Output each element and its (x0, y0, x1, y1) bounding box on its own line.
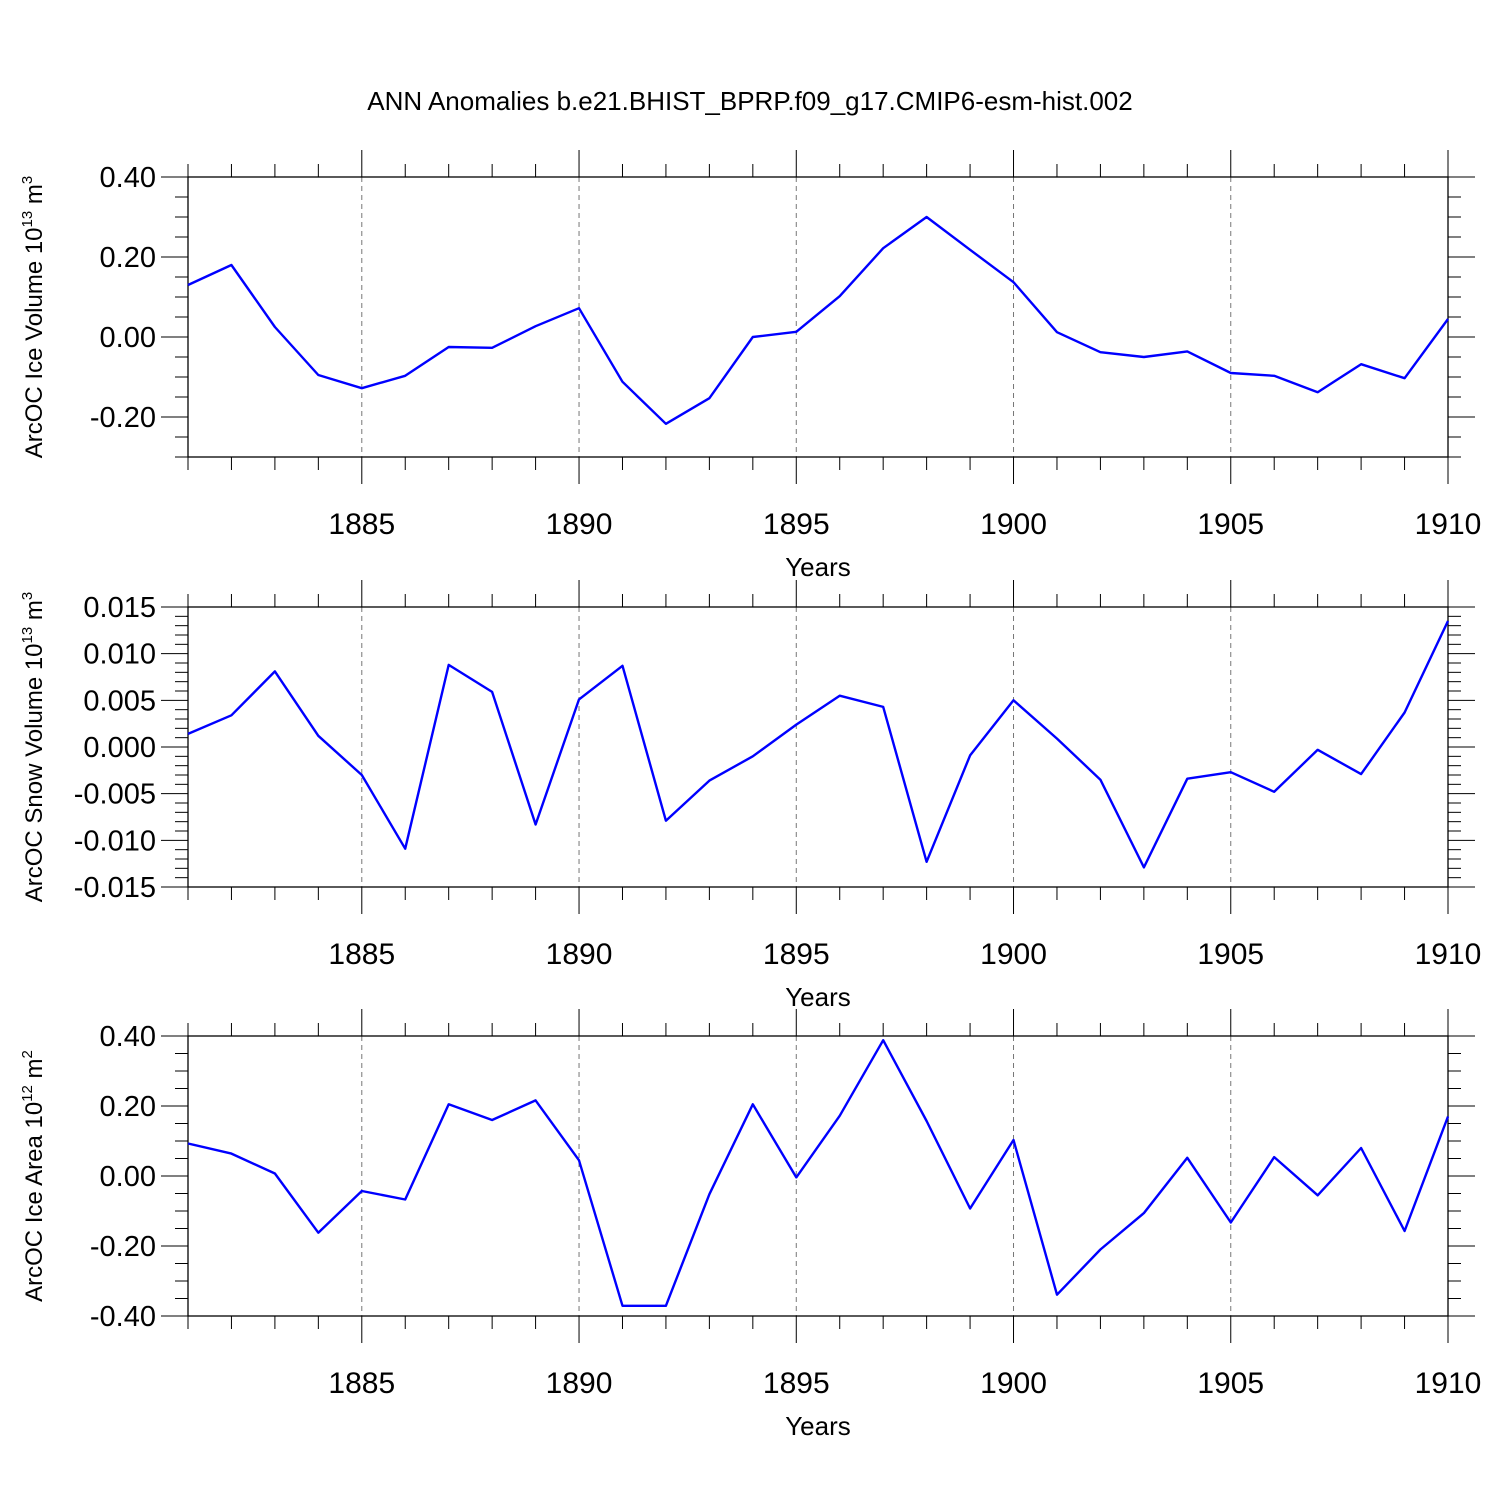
y-axis-label: ArcOC Ice Volume 1013 m3 (19, 176, 48, 458)
xtick-label: 1900 (980, 1367, 1047, 1400)
plot-frame (187, 1035, 1449, 1317)
ytick-label: -0.20 (90, 402, 156, 434)
ytick-label: 0.000 (83, 732, 156, 764)
ytick-label: -0.010 (74, 825, 156, 857)
ytick-label: 0.40 (100, 1021, 156, 1053)
ytick-label: 0.20 (100, 242, 156, 274)
chart-panel-1: -0.20 0.00 0.20 0.40 1885 1890 1895 1900 1905 191… (19, 150, 1481, 582)
xtick-label: 1890 (546, 1367, 613, 1400)
ytick-label: 0.20 (100, 1091, 156, 1123)
x-axis-label: Years (785, 982, 851, 1012)
chart-panel-3: -0.40 -0.20 0.00 0.20 0.40 1885 1890 1895 1900 19… (19, 1009, 1481, 1441)
ytick-label: 0.00 (100, 1161, 156, 1193)
xtick-label: 1895 (763, 938, 830, 971)
xtick-label: 1900 (980, 938, 1047, 971)
xtick-label: 1885 (328, 938, 395, 971)
xtick-label: 1885 (328, 508, 395, 541)
ytick-label: -0.015 (74, 872, 156, 904)
ytick-label: 0.015 (83, 592, 156, 624)
ytick-label: 0.005 (83, 685, 156, 717)
xtick-label: 1895 (763, 508, 830, 541)
xtick-label: 1885 (328, 1367, 395, 1400)
xtick-label: 1895 (763, 1367, 830, 1400)
x-axis-label: Years (785, 1411, 851, 1441)
xtick-label: 1890 (546, 508, 613, 541)
chart-title: ANN Anomalies b.e21.BHIST_BPRP.f09_g17.C… (367, 86, 1132, 116)
series-line (187, 215, 1449, 425)
ytick-label: -0.005 (74, 779, 156, 811)
xtick-label: 1890 (546, 938, 613, 971)
x-axis-label: Years (785, 552, 851, 582)
xtick-label: 1905 (1197, 508, 1264, 541)
xtick-label: 1900 (980, 508, 1047, 541)
series-line (187, 1038, 1450, 1308)
series-line (187, 620, 1450, 869)
ytick-label: 0.40 (100, 162, 156, 194)
ytick-label: 0.00 (100, 322, 156, 354)
xtick-label: 1910 (1415, 1367, 1482, 1400)
plot-frame (187, 606, 1449, 888)
ytick-label: -0.20 (90, 1231, 156, 1263)
xtick-label: 1905 (1197, 1367, 1264, 1400)
xtick-label: 1910 (1415, 508, 1482, 541)
chart-panel-2: -0.015 -0.010 -0.005 0.000 0.005 0.010 0.015 18… (19, 580, 1481, 1012)
y-axis-label: ArcOC Snow Volume 1013 m3 (19, 592, 48, 903)
plot-frame (187, 176, 1449, 458)
ytick-label: 0.010 (83, 639, 156, 671)
y-axis-label: ArcOC Ice Area 1012 m2 (19, 1050, 48, 1302)
panels: -0.20 0.00 0.20 0.40 1885 1890 1895 1900 1905 191… (19, 150, 1481, 1441)
xtick-label: 1910 (1415, 938, 1482, 971)
xtick-label: 1905 (1197, 938, 1264, 971)
ytick-label: -0.40 (90, 1301, 156, 1333)
